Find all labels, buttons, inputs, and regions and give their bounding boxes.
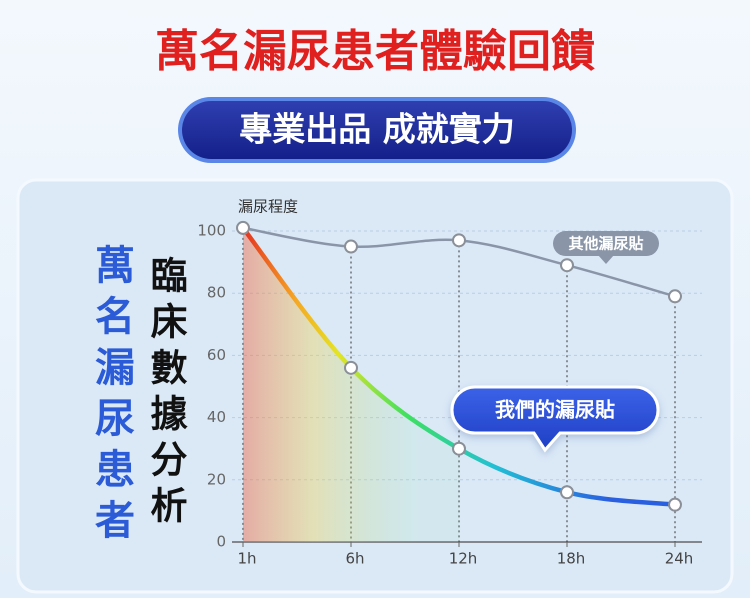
title: 萬名漏尿患者體驗回饋 [155,26,595,77]
subtitle: 專業出品 成就實力 [239,110,515,149]
side-label: 臨床數據分析 [144,256,187,532]
x-tick-label: 1h [237,550,256,568]
point [668,289,682,304]
point [560,258,574,273]
point [668,497,682,512]
y-tick-label: 80 [207,284,226,302]
legend-label: 其他漏尿貼 [568,235,643,253]
series-line [241,226,676,507]
y-tick-label: 20 [207,470,226,488]
y-axis-title: 漏尿程度 [238,198,298,216]
point [344,360,358,375]
y-tick-label: 60 [207,346,226,364]
point [452,441,466,456]
legend-callout [450,385,660,453]
y-tick-label: 40 [207,408,226,426]
point [236,220,250,235]
legend-label: 我們的漏尿貼 [495,398,615,422]
point [560,485,574,500]
point [344,239,358,254]
legend-pointer [598,255,614,264]
series-area [243,227,459,542]
x-tick-label: 18h [557,550,586,568]
y-tick-label: 0 [216,533,226,551]
x-tick-label: 6h [345,550,364,568]
side-label: 萬名漏尿患者 [88,244,134,550]
legend-pill [553,231,659,256]
y-tick-label: 100 [197,222,226,240]
point [452,233,466,248]
legend-pill [450,385,660,453]
x-tick-label: 12h [449,550,478,568]
x-tick-label: 24h [665,550,694,568]
subtitle-pill [182,101,572,159]
